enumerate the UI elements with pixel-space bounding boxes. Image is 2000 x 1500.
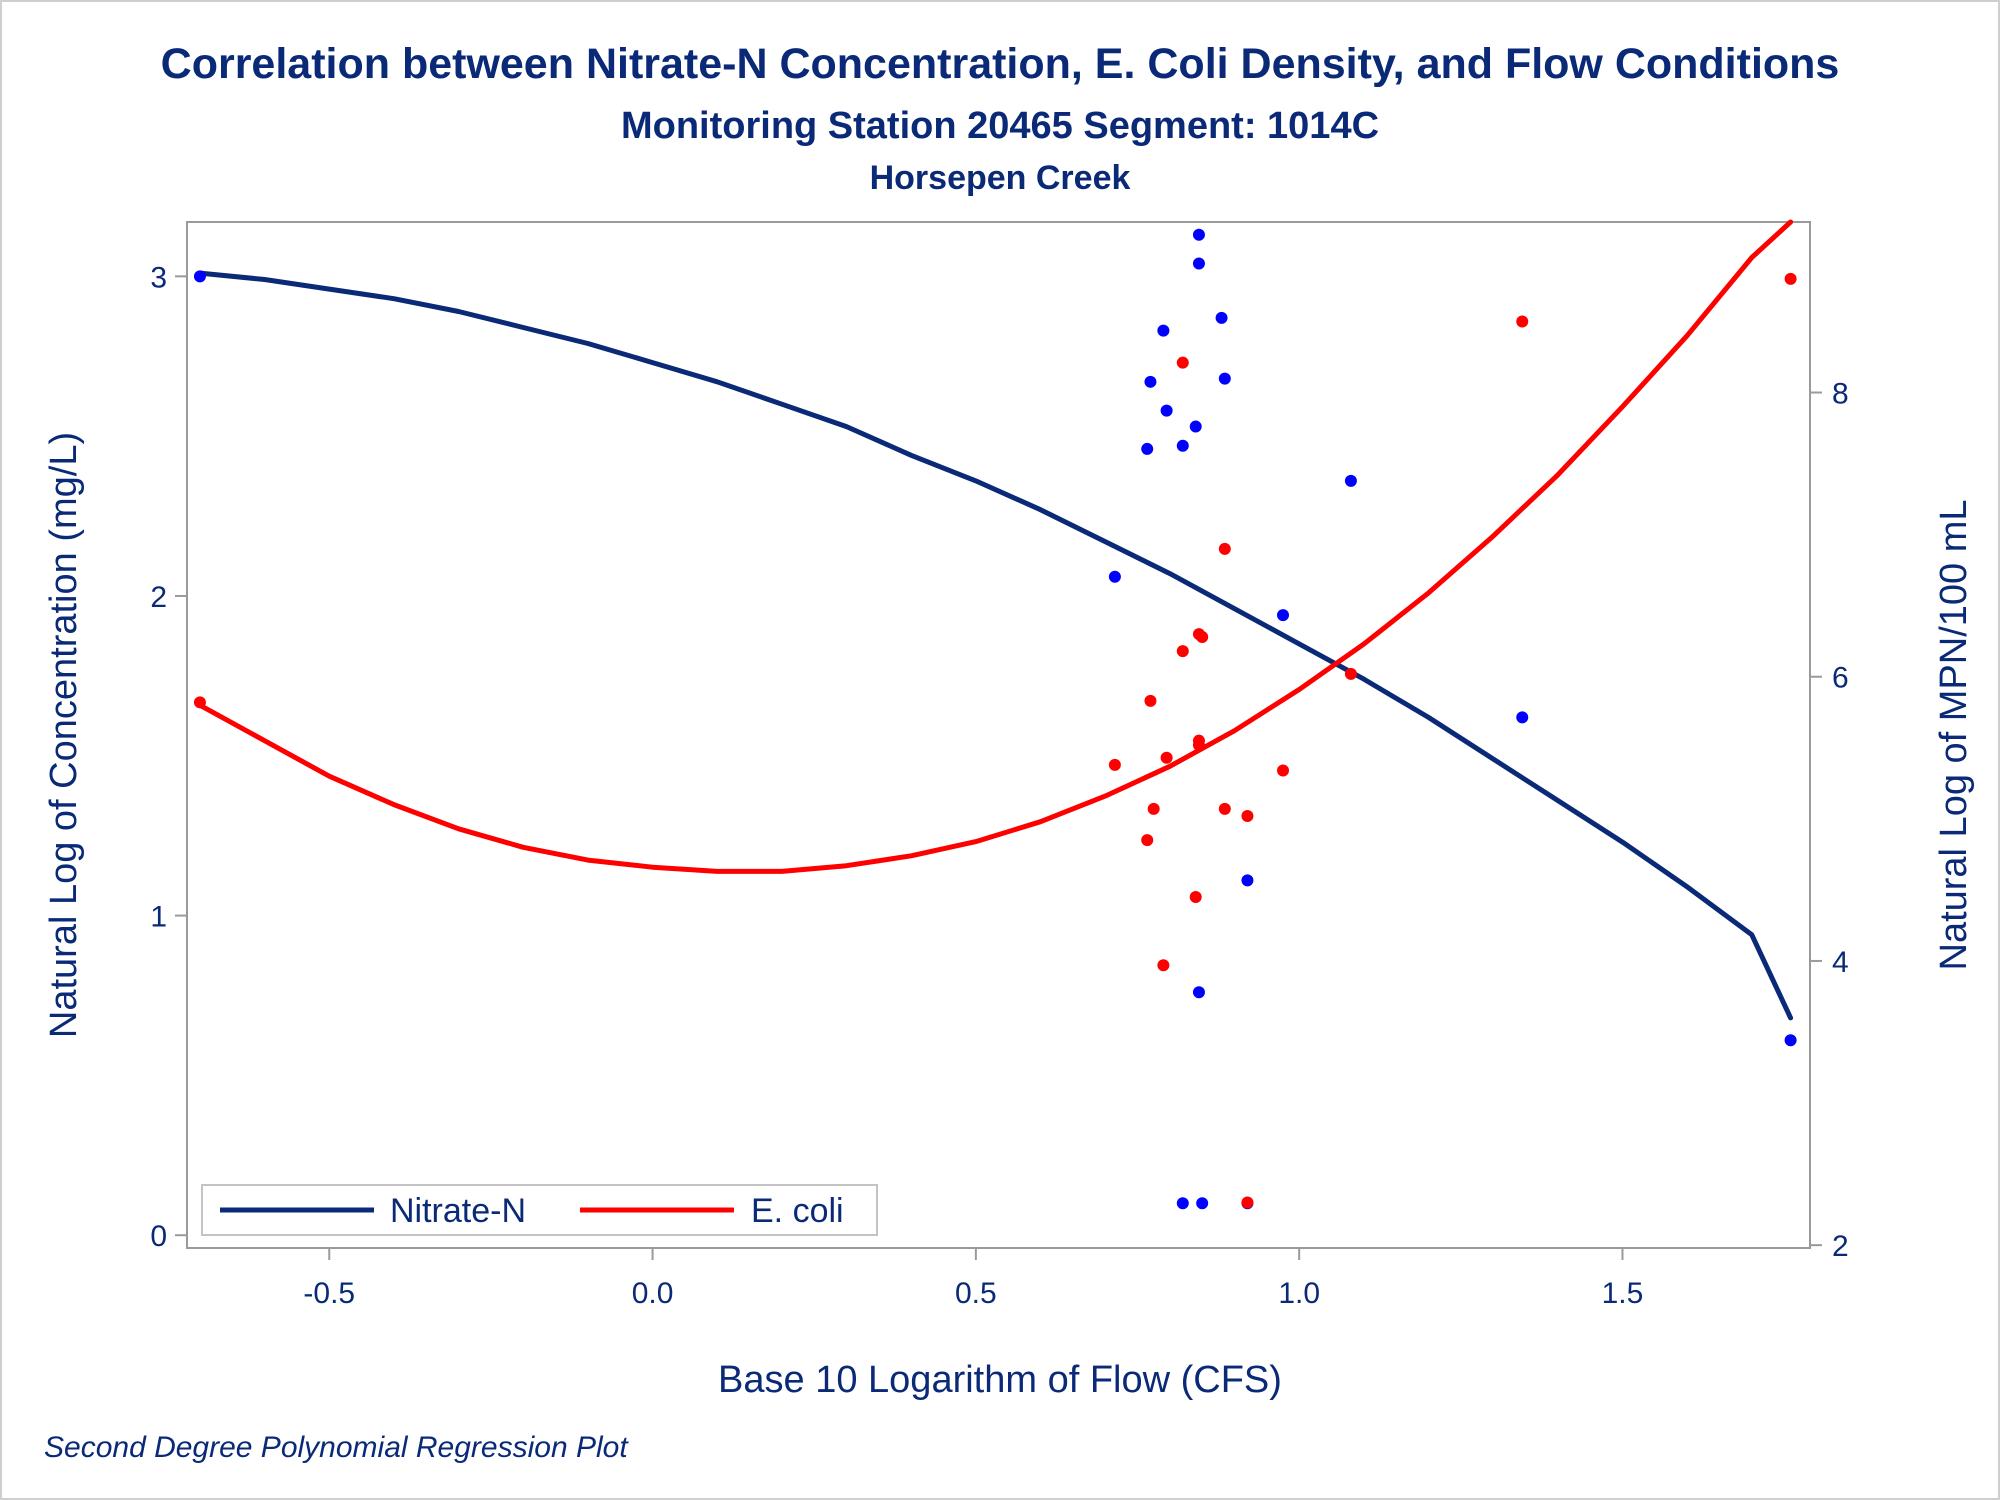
x-axis: -0.5 0.0 0.5 1.0 1.5 <box>303 1248 1643 1310</box>
point-e-coli <box>1157 959 1170 972</box>
point-nitrate-n <box>1516 711 1529 724</box>
point-nitrate-n <box>1189 420 1202 433</box>
point-nitrate-n <box>1176 439 1189 452</box>
point-e-coli <box>1218 542 1231 555</box>
y-tick-label: 2 <box>150 581 167 614</box>
legend-label-e-coli: E. coli <box>751 1192 844 1230</box>
point-e-coli <box>1784 272 1797 285</box>
point-nitrate-n <box>1218 372 1231 385</box>
legend: Nitrate-N E. coli <box>201 1184 878 1236</box>
point-nitrate-n <box>1192 986 1205 999</box>
point-e-coli <box>1141 834 1154 847</box>
point-e-coli <box>1144 694 1157 707</box>
point-nitrate-n <box>193 270 206 283</box>
x-tick-label: 0.5 <box>955 1277 997 1310</box>
data-points <box>193 228 1797 1210</box>
point-e-coli <box>1189 891 1202 903</box>
y2-axis-label: Natural Log of MPN/100 mL <box>1933 499 1975 970</box>
x-tick-label: 1.5 <box>1602 1277 1644 1310</box>
x-tick-label: -0.5 <box>303 1277 355 1310</box>
point-e-coli <box>193 696 206 709</box>
point-e-coli <box>1241 810 1254 822</box>
plot-area <box>186 221 1811 1249</box>
y2-tick-label: 8 <box>1832 378 1849 411</box>
y2-tick-label: 4 <box>1832 946 1849 979</box>
point-e-coli <box>1192 738 1205 751</box>
point-nitrate-n <box>1176 1197 1189 1210</box>
y2-tick-label: 2 <box>1832 1230 1849 1263</box>
point-e-coli <box>1241 1196 1254 1209</box>
point-nitrate-n <box>1141 442 1154 455</box>
x-axis-label: Base 10 Logarithm of Flow (CFS) <box>718 1359 1282 1401</box>
point-nitrate-n <box>1192 228 1205 241</box>
point-nitrate-n <box>1344 474 1357 487</box>
point-nitrate-n <box>1215 311 1228 324</box>
point-nitrate-n <box>1277 609 1290 622</box>
point-e-coli <box>1218 802 1231 815</box>
y-axis-left: 0 1 2 3 <box>150 261 187 1253</box>
chart-subtitle: Monitoring Station 20465 Segment: 1014C <box>621 105 1379 147</box>
point-nitrate-n <box>1157 324 1170 337</box>
y-axis-right: 2 4 6 8 <box>1810 378 1849 1263</box>
point-nitrate-n <box>1196 1197 1209 1210</box>
point-e-coli <box>1196 630 1209 643</box>
curve-e-coli <box>197 219 1794 874</box>
y-tick-label: 1 <box>150 901 167 934</box>
point-e-coli <box>1108 758 1121 771</box>
point-e-coli <box>1160 751 1173 764</box>
point-nitrate-n <box>1144 375 1157 388</box>
point-nitrate-n <box>1108 570 1121 583</box>
curve-nitrate-n <box>197 270 1794 1021</box>
y2-tick-label: 6 <box>1832 662 1849 695</box>
y-tick-label: 0 <box>150 1220 167 1253</box>
legend-label-nitrate-n: Nitrate-N <box>390 1192 526 1230</box>
point-e-coli <box>1516 315 1529 328</box>
y-tick-label: 3 <box>150 261 167 294</box>
point-e-coli <box>1344 667 1357 680</box>
chart-subtitle-2: Horsepen Creek <box>870 159 1131 197</box>
point-e-coli <box>1147 802 1160 815</box>
point-e-coli <box>1176 356 1189 369</box>
x-tick-label: 0.0 <box>632 1277 674 1310</box>
y-axis-label: Natural Log of Concentration (mg/L) <box>43 432 85 1038</box>
x-tick-label: 1.0 <box>1278 1277 1320 1310</box>
point-nitrate-n <box>1784 1034 1797 1047</box>
point-e-coli <box>1176 645 1189 658</box>
point-nitrate-n <box>1160 404 1173 417</box>
point-nitrate-n <box>1192 257 1205 270</box>
regression-curves <box>197 219 1794 1021</box>
chart-title: Correlation between Nitrate-N Concentrat… <box>161 40 1840 88</box>
point-e-coli <box>1277 764 1290 777</box>
point-nitrate-n <box>1241 874 1254 887</box>
footnote: Second Degree Polynomial Regression Plot <box>44 1431 629 1464</box>
